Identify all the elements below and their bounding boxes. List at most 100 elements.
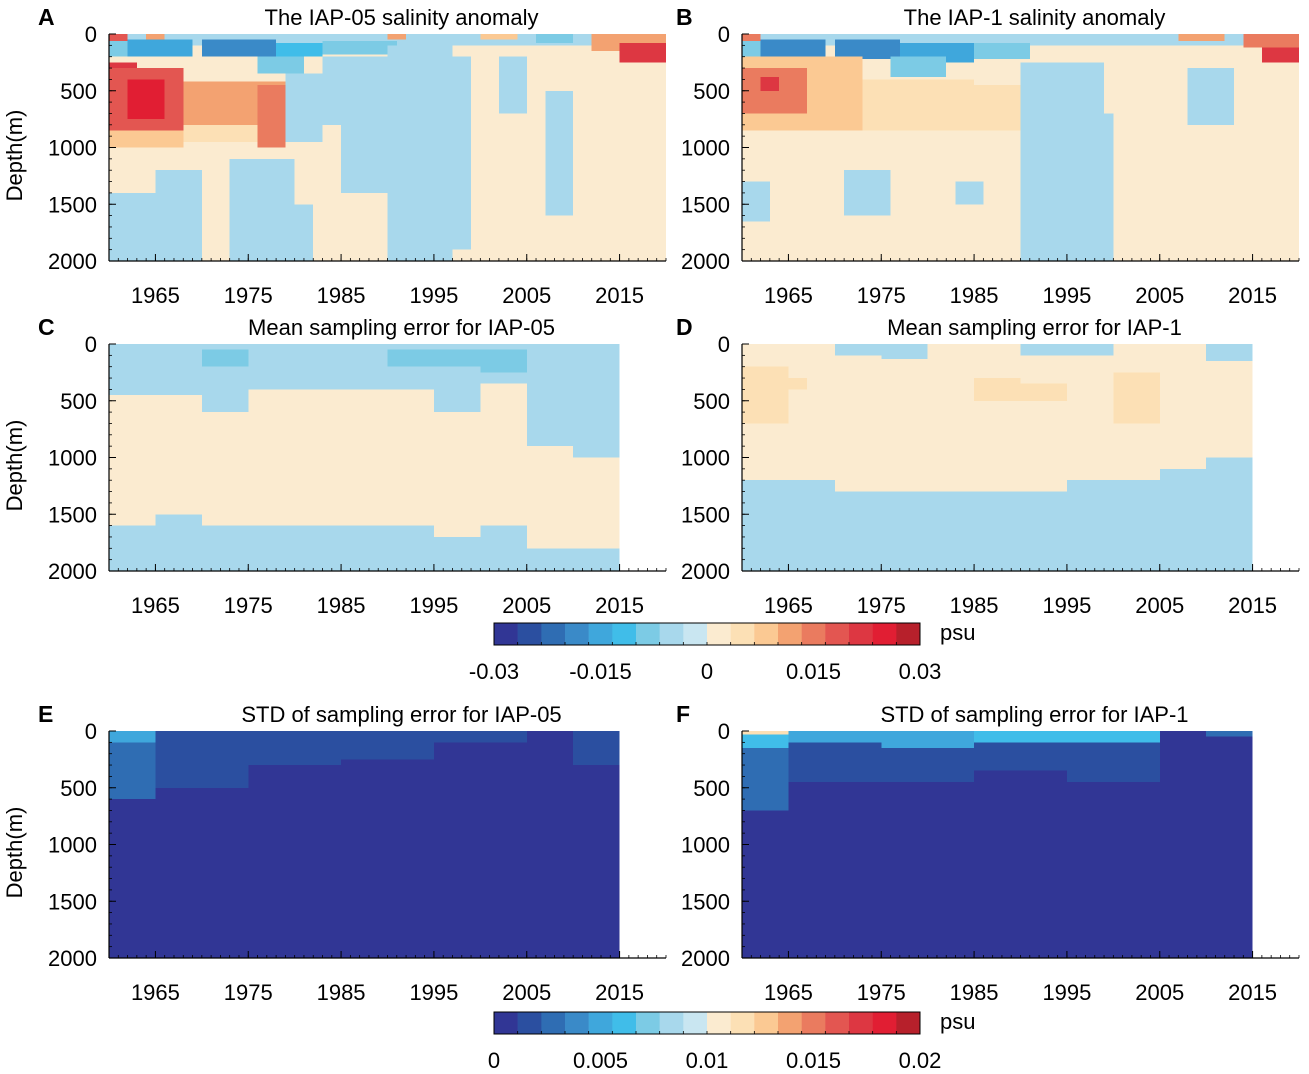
heatmap-cell (974, 378, 1021, 401)
heatmap-cell (248, 731, 342, 766)
heatmap-cell (276, 43, 323, 57)
y-tick-label: 0 (718, 332, 730, 357)
colorbar-std: 0 0.005 0.01 0.015 0.02 psu (488, 1009, 976, 1073)
panel-letter: D (676, 314, 693, 340)
heatmap-cell (387, 525, 434, 571)
heatmap-cell (498, 56, 527, 114)
panel-a: 1965 1975 1985 1995 2005 2015 0 500 1000 1500 2000… (2, 4, 667, 308)
x-tick-label: 1995 (409, 593, 458, 618)
x-tick-label: 2015 (1228, 980, 1277, 1005)
colorbar-swatch (849, 623, 873, 645)
heatmap-cell (1113, 372, 1160, 424)
heatmap-cell (591, 34, 666, 44)
x-tick-label: 1975 (857, 283, 906, 308)
x-tick-label: 2005 (1135, 283, 1184, 308)
panel-d: 1965 1975 1985 1995 2005 2015 0 500 1000 1500 2000… (676, 314, 1300, 618)
heatmap-cell (788, 480, 835, 571)
heatmap-cell (322, 40, 397, 55)
x-tick-label: 2005 (502, 593, 551, 618)
colorbar-swatch (612, 1012, 637, 1034)
heatmap-cell (890, 56, 947, 78)
panel-c: 1965 1975 1985 1995 2005 2015 0 500 1000 1500 2000… (2, 314, 667, 618)
heatmap-cell (294, 204, 314, 261)
heatmap-cell (742, 480, 789, 571)
x-tick-label: 1995 (409, 980, 458, 1005)
heatmap-cell (881, 344, 928, 359)
colorbar-swatch (541, 1012, 566, 1034)
heatmap-cell (526, 548, 574, 571)
colorbar-swatch (896, 1012, 921, 1034)
heatmap-cells (109, 34, 666, 261)
heatmap-cell (844, 170, 891, 216)
y-tick-label: 1000 (48, 833, 97, 858)
heatmap-cell (619, 43, 666, 63)
heatmap-cell (1261, 47, 1299, 63)
heatmap-cell (480, 34, 518, 40)
heatmap-cell (573, 731, 620, 766)
colorbar-swatch (565, 1012, 589, 1034)
panel-title: Mean sampling error for IAP-1 (887, 315, 1182, 340)
colorbar-swatch (825, 1012, 850, 1034)
y-axis-label: Depth(m) (2, 110, 27, 202)
y-tick-label: 2000 (48, 946, 97, 971)
panel-title: The IAP-05 salinity anomaly (265, 5, 539, 30)
heatmap-cell (155, 344, 202, 396)
panel-f: 1965 1975 1985 1995 2005 2015 0 500 1000 1500 2000… (676, 701, 1300, 1005)
heatmap-cell (573, 548, 620, 571)
colorbar-swatch (872, 623, 897, 645)
heatmap-cell (1206, 344, 1253, 362)
x-tick-label: 2005 (502, 980, 551, 1005)
heatmap-cell (127, 39, 193, 57)
heatmap-cell (1206, 731, 1253, 737)
colorbar-swatch (588, 623, 613, 645)
panel-letter: B (676, 4, 693, 30)
x-tick-label: 2015 (595, 283, 644, 308)
x-tick-label: 1975 (224, 593, 273, 618)
heatmap-cell (1020, 344, 1114, 356)
heatmap-cell (536, 34, 574, 44)
heatmap-cell (248, 525, 295, 571)
heatmap-cell (1243, 34, 1299, 48)
colorbar-swatch (659, 1012, 684, 1034)
x-tick-label: 1965 (131, 283, 180, 308)
y-tick-label: 1000 (681, 136, 730, 161)
y-tick-label: 1000 (681, 446, 730, 471)
heatmap-cell (760, 77, 780, 91)
y-tick-label: 1500 (681, 889, 730, 914)
x-tick-label: 2005 (1135, 980, 1184, 1005)
heatmap-cell (109, 525, 156, 571)
colorbar-swatch (778, 623, 802, 645)
panel-letter: C (38, 314, 55, 340)
colorbar-unit: psu (940, 1009, 975, 1034)
heatmap-cells (742, 344, 1253, 571)
heatmap-cell (742, 34, 761, 41)
x-tick-label: 1985 (950, 593, 999, 618)
heatmap-cell (341, 525, 388, 571)
heatmap-cell (109, 34, 128, 41)
heatmap-cell (480, 525, 527, 571)
colorbar-tick-label: 0.03 (899, 659, 942, 684)
heatmap-cell (285, 73, 323, 142)
y-axis-label: Depth(m) (2, 420, 27, 512)
x-tick-label: 1985 (950, 980, 999, 1005)
colorbar-swatch (754, 1012, 779, 1034)
x-tick-label: 1965 (764, 980, 813, 1005)
colorbar-swatch (872, 1012, 897, 1034)
heatmap-cell (955, 181, 984, 205)
heatmap-cell (183, 124, 258, 142)
heatmap-cell (742, 40, 761, 59)
colorbar-tick-label: 0 (701, 659, 713, 684)
heatmap-cell (229, 158, 295, 261)
heatmap-cell (341, 124, 388, 193)
heatmap-cell (248, 344, 295, 390)
y-tick-label: 0 (85, 719, 97, 744)
y-tick-label: 2000 (681, 946, 730, 971)
y-tick-label: 2000 (48, 559, 97, 584)
heatmap-cell (1085, 62, 1105, 114)
y-tick-label: 0 (718, 719, 730, 744)
x-tick-label: 1965 (131, 593, 180, 618)
colorbar-swatch (517, 623, 542, 645)
y-tick-label: 500 (60, 389, 97, 414)
panel-letter: A (38, 4, 55, 30)
x-tick-label: 2015 (1228, 593, 1277, 618)
